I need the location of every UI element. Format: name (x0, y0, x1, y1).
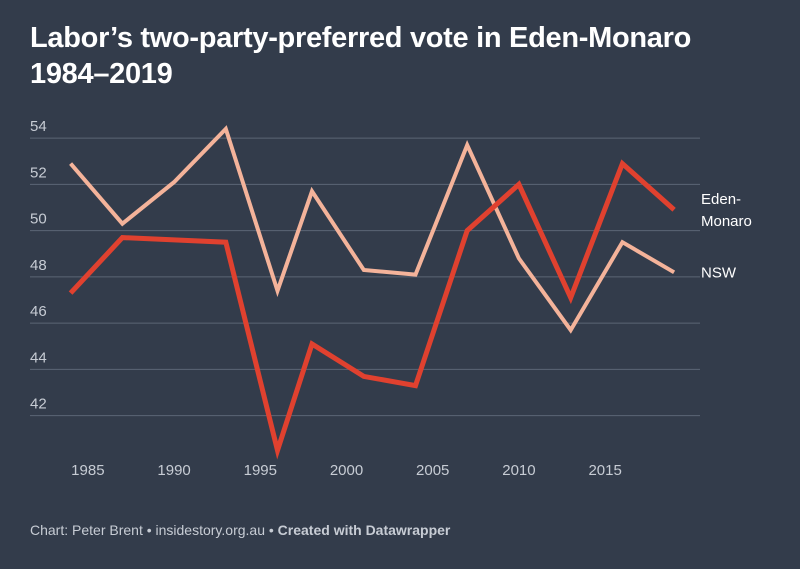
x-tick-label: 1990 (157, 462, 190, 479)
x-tick-label: 2010 (502, 462, 535, 479)
chart-title: Labor’s two-party-preferred vote in Eden… (30, 20, 770, 92)
footer: Chart: Peter Brent • insidestory.org.au … (30, 522, 450, 538)
y-tick-label: 42 (30, 396, 47, 413)
series-label-line: NSW (701, 264, 737, 281)
y-tick-label: 48 (30, 257, 47, 274)
y-tick-label: 44 (30, 349, 47, 366)
x-tick-label: 1985 (71, 462, 104, 479)
series-line-nsw (69, 125, 676, 334)
y-axis-ticks: 42 44 46 48 50 52 54 (30, 118, 47, 413)
y-tick-label: 50 (30, 211, 47, 228)
series-label-line: Eden- (701, 191, 741, 208)
x-tick-label: 1995 (244, 462, 277, 479)
series-label-nsw: NSW (701, 264, 737, 281)
series-label-eden-monaro: Eden- Monaro (701, 191, 752, 230)
series-line-eden-monaro (68, 159, 676, 460)
gridlines (30, 137, 700, 417)
y-tick-label: 46 (30, 303, 47, 320)
x-tick-label: 2005 (416, 462, 449, 479)
x-tick-label: 2000 (330, 462, 363, 479)
footer-source: Chart: Peter Brent (30, 522, 143, 538)
y-tick-label: 52 (30, 164, 47, 181)
y-tick-label: 54 (30, 118, 47, 135)
chart-title-line-1: Labor’s two-party-preferred vote in Eden… (30, 22, 692, 54)
footer-separator: • (146, 522, 152, 538)
footer-site-link[interactable]: insidestory.org.au (155, 522, 265, 538)
series-labels: Eden- Monaro NSW (701, 191, 752, 281)
x-axis-ticks: 1985 1990 1995 2000 2005 2010 2015 (71, 462, 622, 479)
series-label-line: Monaro (701, 213, 752, 230)
footer-credit-link[interactable]: Created with Datawrapper (277, 522, 451, 538)
footer-separator: • (268, 522, 274, 538)
series-lines (68, 125, 676, 460)
chart-title-line-2: 1984–2019 (30, 58, 173, 90)
x-tick-label: 2015 (588, 462, 621, 479)
